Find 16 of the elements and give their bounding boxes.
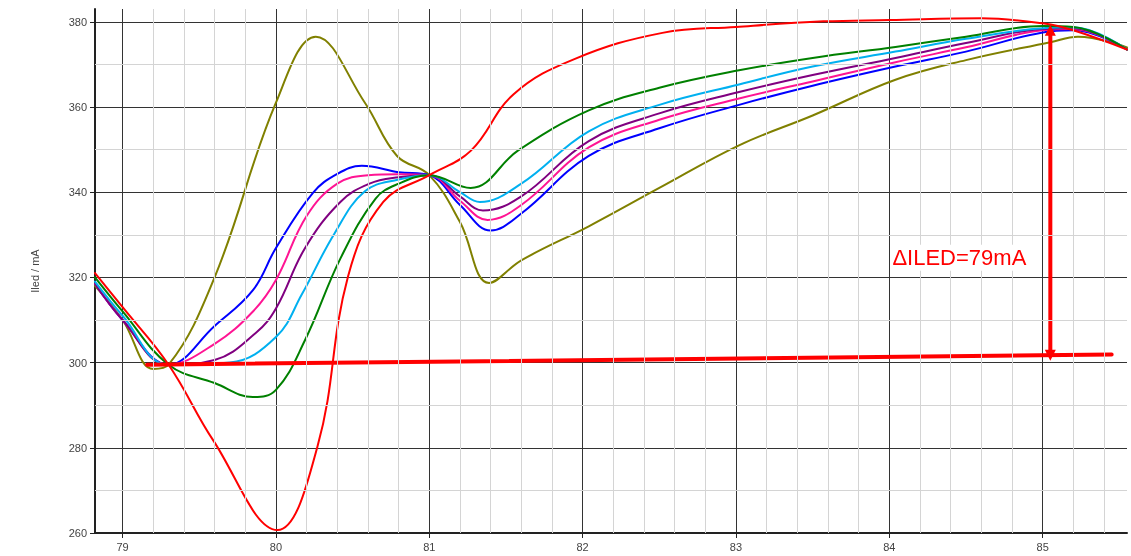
y-tick-label: 320: [68, 271, 87, 284]
x-tick-label: 84: [883, 540, 896, 553]
x-tick-label: 81: [423, 540, 436, 553]
x-tick-label: 83: [729, 540, 743, 553]
x-tick-label: 79: [116, 540, 129, 553]
y-axis-title: Iled / mA: [28, 248, 41, 293]
annotation: ΔILED=79mA: [892, 245, 1027, 271]
y-tick-label: 380: [68, 15, 87, 28]
y-tick-label: 360: [68, 100, 87, 113]
x-tick-label: 85: [1036, 540, 1049, 553]
y-tick-label: 300: [68, 356, 87, 369]
y-tick-label: 340: [68, 186, 87, 199]
x-tick-label: 82: [576, 540, 589, 553]
y-tick-label: 280: [68, 441, 87, 454]
y-tick-label: 260: [68, 527, 87, 539]
x-tick-label: 80: [269, 540, 283, 553]
